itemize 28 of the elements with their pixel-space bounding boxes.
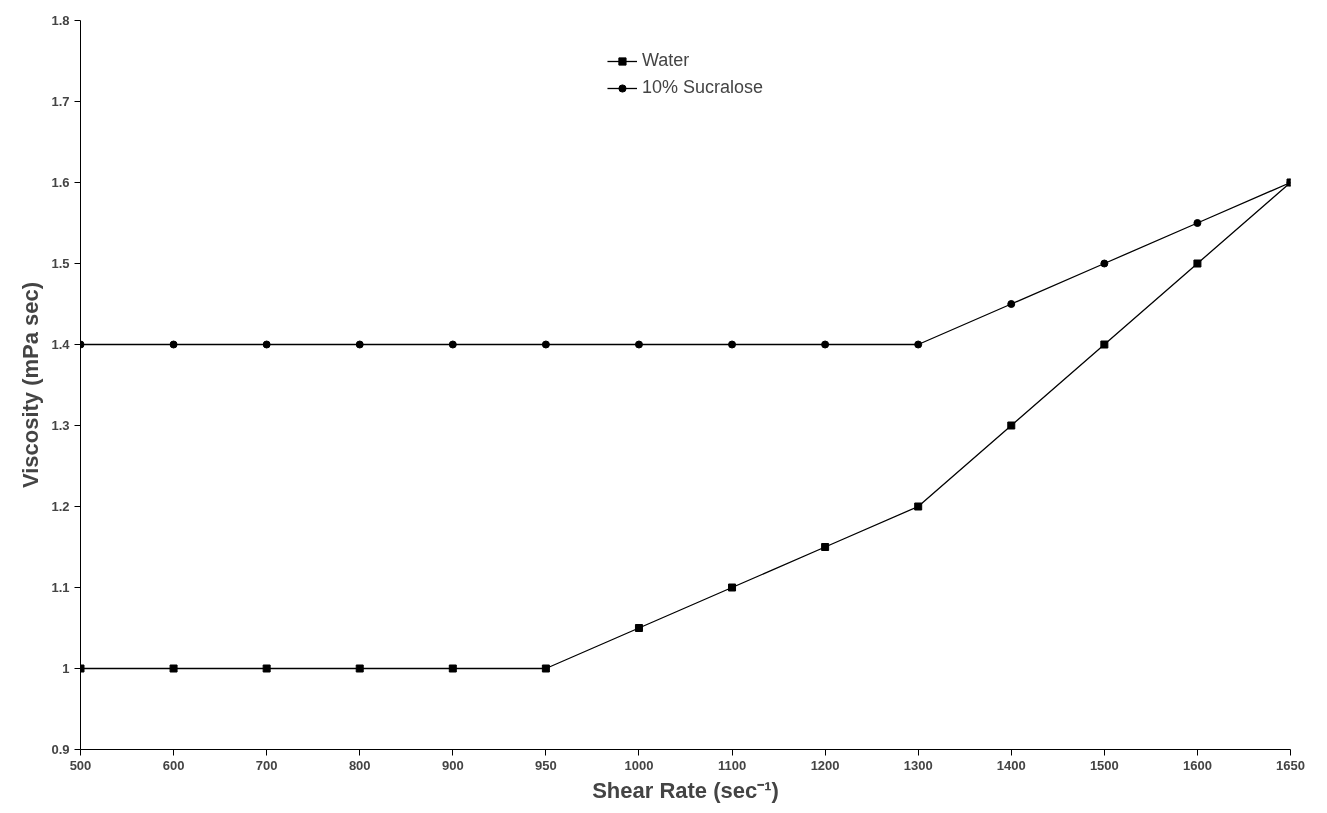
y-tick-label: 0.9	[51, 742, 70, 757]
y-tick-label: 1.3	[51, 418, 70, 433]
legend-label: 10% Sucralose	[641, 77, 764, 98]
y-tick-label: 1.5	[51, 256, 70, 271]
y-tick-label: 1.4	[51, 337, 71, 352]
x-tick-label: 600	[162, 757, 185, 773]
y-tick-label: 1.1	[51, 580, 70, 595]
x-tick-label: 1600	[1182, 757, 1212, 773]
x-tick-label: 800	[348, 757, 371, 773]
legend-label: Water	[641, 50, 690, 71]
y-tick-label: 1.7	[51, 94, 70, 109]
x-tick-label: 1500	[1089, 757, 1119, 773]
x-tick-label: 900	[441, 757, 464, 773]
y-tick-label: 1.8	[51, 13, 70, 28]
x-tick-label: 1200	[810, 757, 840, 773]
x-axis-title: Shear Rate (sec⁻¹)	[592, 777, 779, 803]
x-tick-label: 700	[255, 757, 278, 773]
x-tick-label: 1650	[1276, 757, 1305, 773]
x-tick-label: 950	[535, 757, 557, 773]
x-tick-label: 1300	[903, 757, 933, 773]
y-axis-title: Viscosity (mPa sec)	[18, 281, 44, 489]
y-tick-label: 1.6	[51, 175, 70, 190]
y-tick-label: 1	[62, 661, 70, 676]
x-tick-label: 1100	[717, 757, 747, 773]
x-tick-label: 1000	[624, 757, 654, 773]
x-tick-label: 500	[69, 757, 92, 773]
y-tick-label: 1.2	[51, 499, 70, 514]
x-tick-label: 1400	[996, 757, 1026, 773]
